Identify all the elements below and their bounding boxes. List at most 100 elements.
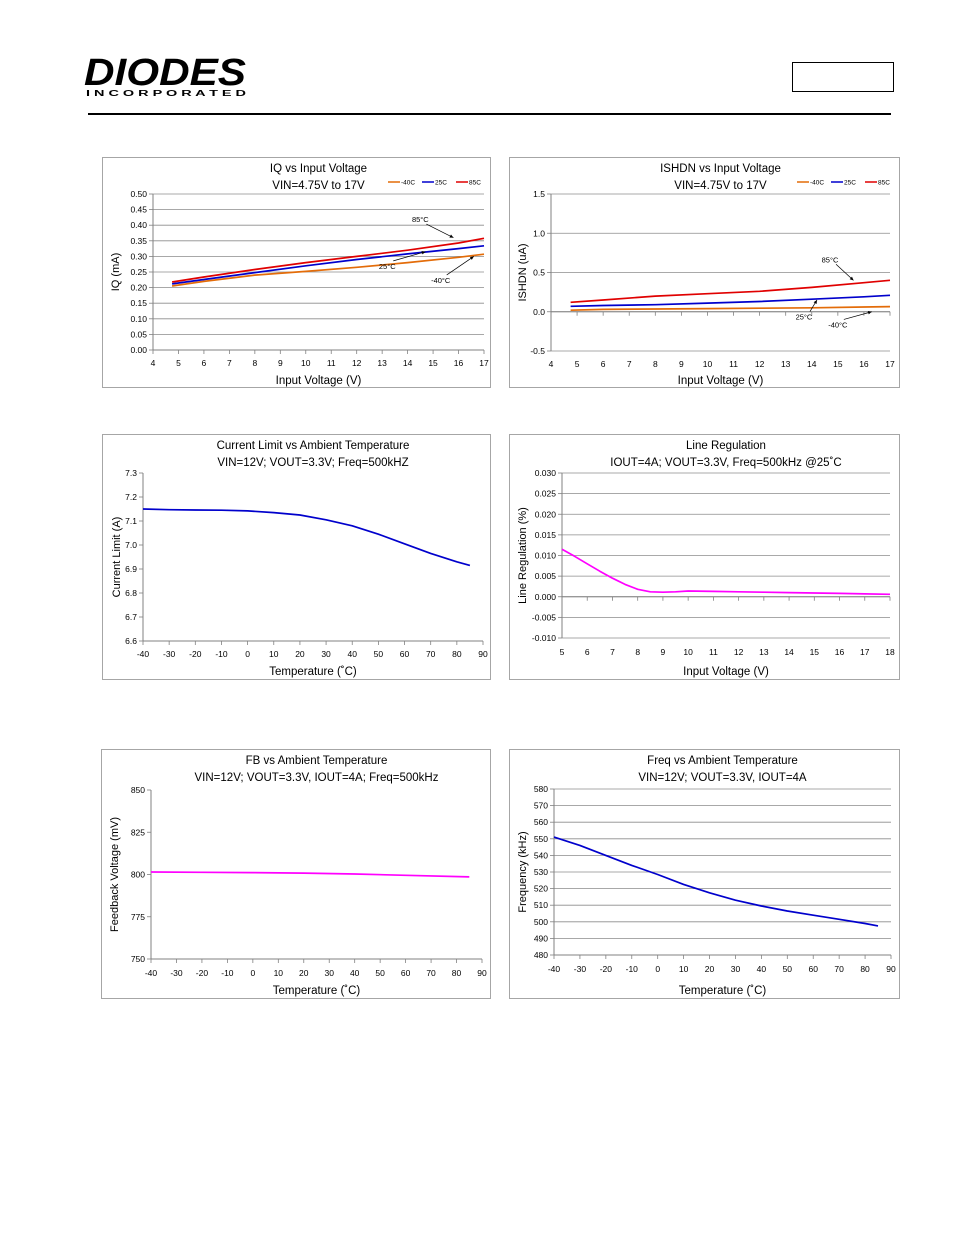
chart-subtitle: VIN=12V; VOUT=3.3V, IOUT=4A (638, 772, 807, 784)
y-tick-label: 0.30 (130, 251, 147, 261)
x-tick-label: 60 (401, 968, 411, 978)
y-tick-label: -0.005 (532, 612, 556, 622)
x-tick-label: -10 (215, 649, 228, 659)
series-line-25C (570, 294, 891, 308)
y-tick-label: 0.10 (130, 314, 147, 324)
legend-label: -40C (810, 180, 824, 187)
x-tick-label: 90 (886, 964, 896, 974)
x-tick-label: 17 (885, 359, 895, 369)
x-tick-label: 10 (274, 968, 284, 978)
x-tick-label: 0 (245, 649, 250, 659)
legend-label: 25C (435, 180, 447, 187)
x-tick-label: 30 (324, 968, 334, 978)
x-tick-label: 8 (252, 358, 257, 368)
x-tick-label: 13 (759, 647, 769, 657)
x-tick-label: 10 (301, 358, 311, 368)
x-tick-label: 8 (635, 647, 640, 657)
x-tick-label: 60 (808, 964, 818, 974)
chart-title: Line Regulation (686, 440, 766, 452)
x-tick-label: -40 (145, 968, 158, 978)
series-line (150, 871, 470, 878)
x-tick-label: 11 (327, 358, 336, 368)
chart-subtitle: VIN=4.75V to 17V (674, 180, 767, 192)
chart-title: ISHDN vs Input Voltage (660, 163, 781, 175)
x-tick-label: 40 (757, 964, 767, 974)
ishdn-chart-panel: ISHDN vs Input Voltage VIN=4.75V to 17V -0… (509, 157, 900, 388)
annotation-arrowhead (469, 256, 474, 260)
y-tick-label: 6.6 (125, 636, 137, 646)
x-tick-label: 60 (400, 649, 410, 659)
y-tick-label: 0.15 (130, 298, 147, 308)
annotation-label: -40°C (828, 320, 848, 329)
y-tick-label: 7.2 (125, 492, 137, 502)
x-tick-label: 20 (299, 968, 309, 978)
x-tick-label: 40 (350, 968, 360, 978)
chart-subtitle: VIN=4.75V to 17V (272, 180, 365, 192)
legend-label: 25C (844, 180, 856, 187)
x-tick-label: 70 (426, 968, 436, 978)
x-tick-label: 5 (176, 358, 181, 368)
x-tick-label: 16 (859, 359, 869, 369)
x-tick-label: 30 (731, 964, 741, 974)
x-tick-label: -40 (548, 964, 561, 974)
y-axis-label: Current Limit (A) (111, 517, 123, 598)
x-tick-label: 50 (375, 968, 385, 978)
x-tick-label: 10 (683, 647, 693, 657)
chart-subtitle: IOUT=4A; VOUT=3.3V, Freq=500kHz @25˚C (610, 457, 841, 469)
series-line (553, 836, 879, 927)
iq-chart-panel: IQ vs Input Voltage VIN=4.75V to 17V 0.00 0… (102, 157, 491, 388)
freq-chart-panel: Freq vs Ambient Temperature VIN=12V; VOUT… (509, 749, 900, 999)
chart-subtitle: VIN=12V; VOUT=3.3V, IOUT=4A; Freq=500kHz (195, 772, 439, 784)
chart-subtitle: VIN=12V; VOUT=3.3V; Freq=500kHZ (217, 457, 408, 469)
y-tick-label: 500 (534, 917, 548, 927)
x-tick-label: 12 (755, 359, 765, 369)
series-line-40C (570, 305, 891, 312)
y-tick-label: 0.025 (535, 489, 557, 499)
y-tick-label: 0.05 (130, 329, 147, 339)
y-tick-label: 800 (131, 870, 145, 880)
series-line (561, 548, 891, 596)
annotation-arrow (446, 256, 475, 276)
y-tick-label: 6.7 (125, 612, 137, 622)
annotation-arrow (393, 251, 426, 262)
y-axis-label: Feedback Voltage (mV) (109, 817, 121, 932)
annotation-arrowhead (867, 311, 872, 315)
y-axis-label: Line Regulation (%) (517, 507, 529, 604)
y-tick-label: 0.5 (533, 268, 545, 278)
chart-title: FB vs Ambient Temperature (246, 755, 388, 767)
x-tick-label: 50 (783, 964, 793, 974)
x-tick-label: 18 (885, 647, 895, 657)
y-tick-label: 0.50 (130, 189, 147, 199)
x-tick-label: 70 (426, 649, 436, 659)
series-line (142, 508, 471, 567)
line-regulation-chart-panel: Line Regulation IOUT=4A; VOUT=3.3V, Freq=… (509, 434, 900, 680)
x-tick-label: 15 (833, 359, 843, 369)
logo-wordmark: DIODES (84, 52, 246, 94)
y-tick-label: 0.00 (130, 345, 147, 355)
x-tick-label: 20 (295, 649, 305, 659)
x-tick-label: 17 (479, 358, 489, 368)
x-tick-label: 7 (627, 359, 632, 369)
y-tick-label: 530 (534, 867, 548, 877)
annotation-arrowhead (849, 276, 854, 281)
x-tick-label: 16 (835, 647, 845, 657)
x-axis-label: Input Voltage (V) (276, 375, 362, 387)
x-axis-label: Temperature (˚C) (269, 666, 357, 678)
x-tick-label: 90 (477, 968, 487, 978)
annotation-arrowhead (421, 251, 426, 255)
y-axis-label: Frequency (kHz) (517, 831, 529, 912)
annotation-arrow (835, 264, 854, 281)
y-tick-label: 7.3 (125, 468, 137, 478)
x-tick-label: 14 (807, 359, 817, 369)
y-tick-label: 775 (131, 912, 145, 922)
series-line-25C (171, 244, 485, 285)
x-tick-label: -20 (196, 968, 209, 978)
x-tick-label: 20 (705, 964, 715, 974)
annotation-arrow (843, 311, 872, 320)
annotation-arrowhead (813, 299, 817, 304)
y-tick-label: 0.40 (130, 220, 147, 230)
current-limit-chart-panel: Current Limit vs Ambient Temperature VIN=… (102, 434, 491, 680)
annotation-label: 85°C (412, 215, 429, 224)
x-tick-label: -30 (170, 968, 183, 978)
x-tick-label: 50 (374, 649, 384, 659)
